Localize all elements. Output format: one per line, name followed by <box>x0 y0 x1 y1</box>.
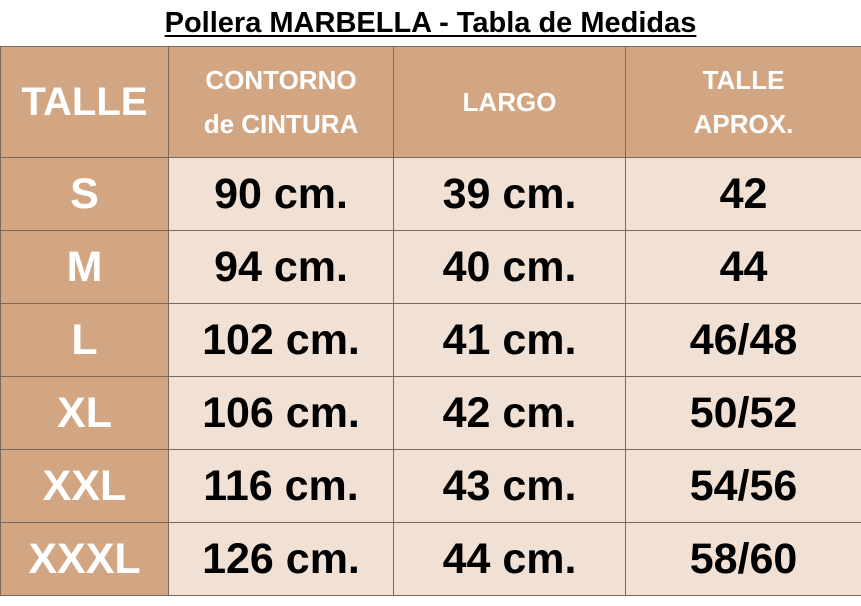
value-cell: 44 cm. <box>393 522 626 596</box>
value-cell: 46/48 <box>625 303 861 377</box>
value-cell: 42 <box>625 157 861 231</box>
value-cell: 40 cm. <box>393 230 626 304</box>
size-cell: XXXL <box>0 522 169 596</box>
value-cell: 43 cm. <box>393 449 626 523</box>
value-cell: 41 cm. <box>393 303 626 377</box>
table-row: XXXL 126 cm. 44 cm. 58/60 <box>0 522 861 596</box>
size-table: TALLE CONTORNO de CINTURA LARGO TALLE APROX. … <box>0 46 861 596</box>
value-cell: 58/60 <box>625 522 861 596</box>
header-line: de CINTURA <box>203 109 359 139</box>
column-header: LARGO <box>393 46 626 158</box>
header-line: APROX. <box>693 109 794 139</box>
column-header: TALLE <box>0 46 169 158</box>
table-row: M 94 cm. 40 cm. 44 <box>0 230 861 304</box>
value-cell: 50/52 <box>625 376 861 450</box>
size-cell: L <box>0 303 169 377</box>
header-row: TALLE CONTORNO de CINTURA LARGO TALLE APROX. <box>0 46 861 158</box>
table-row: XL 106 cm. 42 cm. 50/52 <box>0 376 861 450</box>
column-header: CONTORNO de CINTURA <box>168 46 394 158</box>
header-line: CONTORNO <box>205 65 357 95</box>
column-header: TALLE APROX. <box>625 46 861 158</box>
table-row: S 90 cm. 39 cm. 42 <box>0 157 861 231</box>
size-cell: XXL <box>0 449 169 523</box>
title: Pollera MARBELLA - Tabla de Medidas <box>164 7 697 39</box>
header-line: TALLE <box>702 65 785 95</box>
value-cell: 116 cm. <box>168 449 394 523</box>
value-cell: 42 cm. <box>393 376 626 450</box>
value-cell: 102 cm. <box>168 303 394 377</box>
value-cell: 126 cm. <box>168 522 394 596</box>
value-cell: 39 cm. <box>393 157 626 231</box>
value-cell: 106 cm. <box>168 376 394 450</box>
header-line: LARGO <box>462 87 557 117</box>
table-row: L 102 cm. 41 cm. 46/48 <box>0 303 861 377</box>
value-cell: 44 <box>625 230 861 304</box>
value-cell: 54/56 <box>625 449 861 523</box>
size-cell: XL <box>0 376 169 450</box>
header-line: TALLE <box>21 80 148 124</box>
title-bar: Pollera MARBELLA - Tabla de Medidas <box>0 0 861 46</box>
size-cell: S <box>0 157 169 231</box>
value-cell: 90 cm. <box>168 157 394 231</box>
value-cell: 94 cm. <box>168 230 394 304</box>
size-cell: M <box>0 230 169 304</box>
table-row: XXL 116 cm. 43 cm. 54/56 <box>0 449 861 523</box>
table-body: S 90 cm. 39 cm. 42 M 94 cm. 40 cm. 44 L 102 cm. 41… <box>0 157 861 596</box>
